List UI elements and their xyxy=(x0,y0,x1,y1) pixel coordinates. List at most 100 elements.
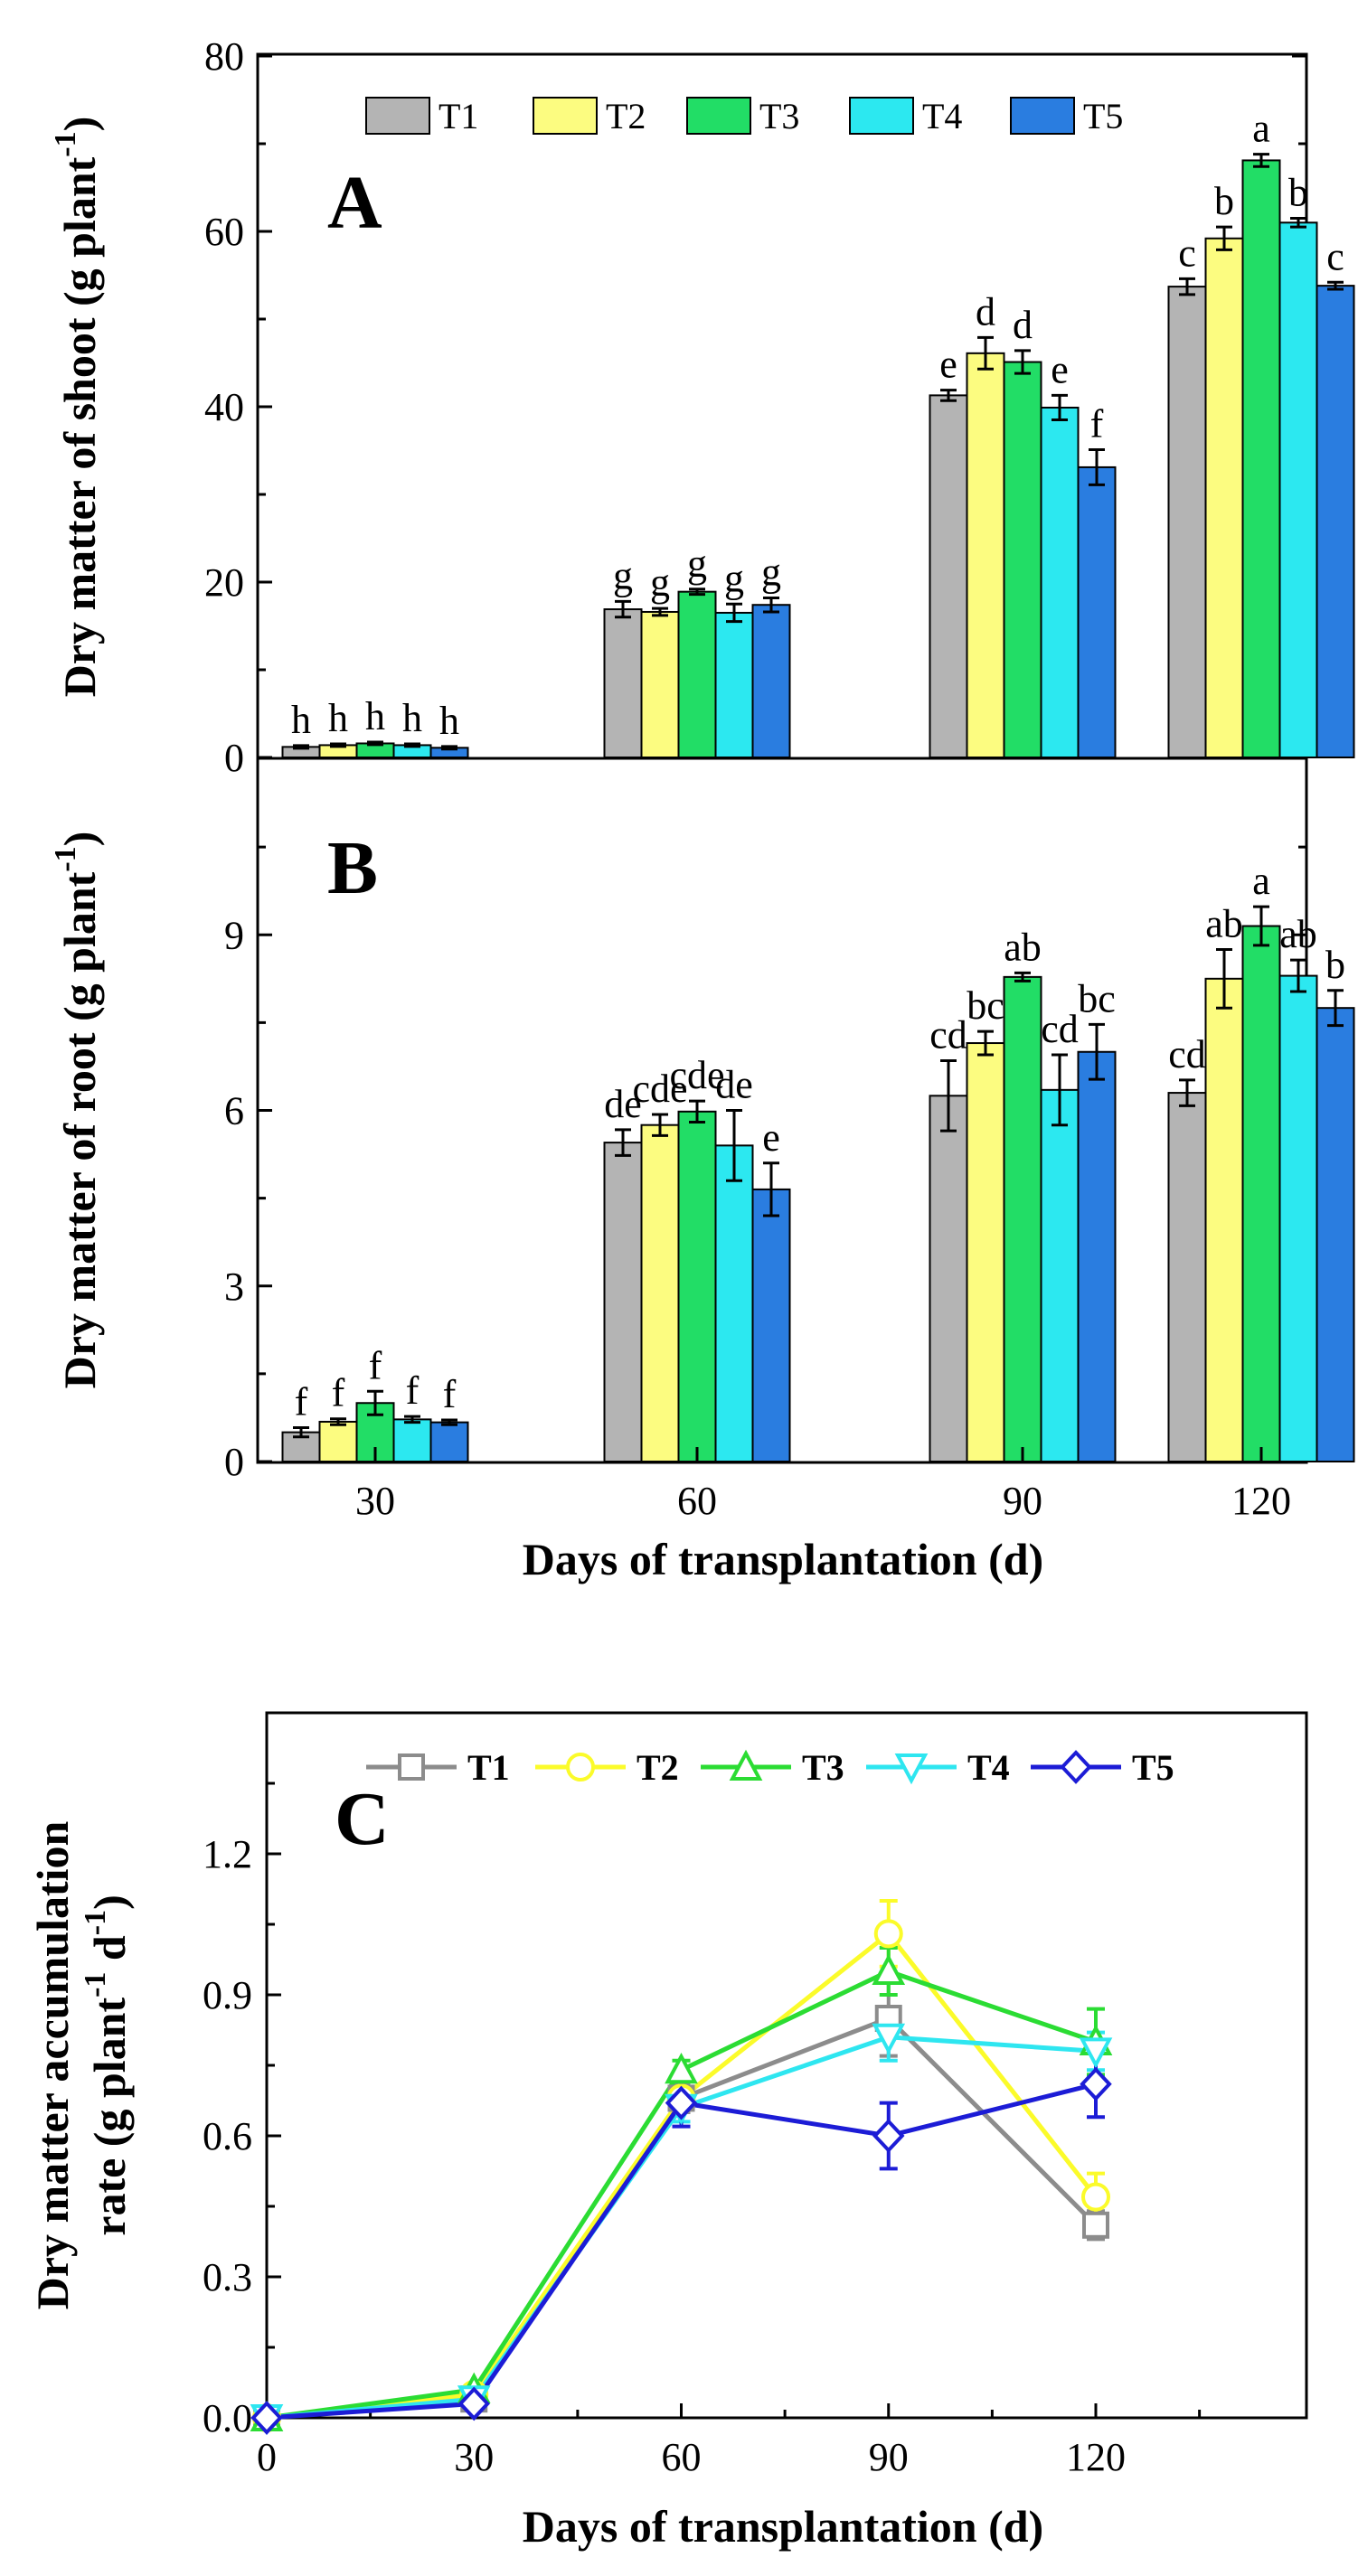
panel-b-bar-T4-30 xyxy=(392,1418,432,1463)
panel-b-bar-T3-90 xyxy=(1003,975,1042,1462)
panel-b-ytick-label: 0 xyxy=(224,1440,244,1484)
panel-a-bar-T2-90 xyxy=(966,352,1005,758)
legend-label-T1: T1 xyxy=(439,96,478,136)
panel-a-bar-T2-120 xyxy=(1204,237,1244,758)
panel-c-point-T5 xyxy=(457,2386,490,2421)
legend-label-c-T3: T3 xyxy=(802,1747,844,1788)
panel-b-ytick-label: 3 xyxy=(224,1264,244,1309)
panel-c-xtick-label: 120 xyxy=(1066,2435,1126,2479)
panel-c-frame xyxy=(265,1711,1308,2420)
panel-b-sig-letter: bc xyxy=(1078,976,1116,1020)
panel-a-ytick-label: 20 xyxy=(204,560,244,605)
panel-a-ytick-label: 80 xyxy=(204,34,244,79)
panel-a-sig-letter: c xyxy=(1326,234,1344,278)
panel-a-sig-letter: g xyxy=(687,541,707,586)
panel-a-sig-letter: c xyxy=(1178,230,1196,275)
legend-label-c-T4: T4 xyxy=(967,1747,1010,1788)
panel-b-bar-T4-90 xyxy=(1040,1088,1080,1463)
panel-b-bar-T5-120 xyxy=(1316,1007,1355,1462)
panel-c-point-T5 xyxy=(250,2401,283,2435)
panel-c-xtick-label: 60 xyxy=(662,2435,702,2479)
panel-b-sig-letter: f xyxy=(369,1343,382,1387)
legend-marker-T2 xyxy=(566,1753,595,1782)
panel-b-sig-letter: f xyxy=(295,1379,308,1424)
panel-c-chart: 0.0 0.3 0.6 0.9 1.2 0 30 60 90 120 T1 T2 T3 T4 T5 xyxy=(203,1747,1202,2479)
panel-b-sig-letter: bc xyxy=(967,983,1004,1028)
panel-b-sig-letter: f xyxy=(443,1372,457,1416)
panel-b-bar-T2-90 xyxy=(966,1042,1005,1462)
panel-b-bar-T1-90 xyxy=(929,1095,968,1462)
panel-b-bar-T1-120 xyxy=(1167,1092,1207,1462)
legend-swatch-T1 xyxy=(365,97,430,135)
panel-b-sig-letter: cde xyxy=(669,1053,724,1097)
panel-a-sig-letter: g xyxy=(613,553,633,597)
panel-a-sig-letter: b xyxy=(1214,179,1234,223)
panel-b-sig-letter: ab xyxy=(1004,925,1042,969)
legend-label-T4: T4 xyxy=(922,96,962,136)
panel-letter-b: B xyxy=(327,826,378,910)
panel-b-ytick-label: 6 xyxy=(224,1089,244,1133)
panel-b-sig-letter: de xyxy=(604,1082,642,1126)
panel-b-xtick-label: 120 xyxy=(1231,1479,1291,1523)
panel-c-point-T3 xyxy=(872,1953,906,1985)
panel-a-bar-T3-60 xyxy=(677,590,717,758)
panel-c-point-T5 xyxy=(1080,2066,1112,2101)
panel-c-point-T4 xyxy=(872,2023,906,2055)
panel-c-xlabel: Days of transplantation (d) xyxy=(523,2501,1043,2552)
panel-a-ytick-label: 40 xyxy=(204,385,244,429)
panel-b-bar-T4-120 xyxy=(1278,974,1318,1462)
panel-c-point-T5 xyxy=(872,2119,905,2153)
legend-marker-T5 xyxy=(1060,1750,1092,1784)
panel-letter-a: A xyxy=(327,161,382,245)
panel-letter-c: C xyxy=(335,1777,390,1861)
panel-c-ylabel-line1: Dry matter accumulation xyxy=(27,1820,78,2309)
legend-label-T3: T3 xyxy=(759,96,799,136)
panel-a-sig-letter: g xyxy=(761,550,781,594)
panel-a-sig-letter: e xyxy=(1051,347,1069,391)
panel-b-bar-T5-90 xyxy=(1077,1050,1117,1462)
legend-label-c-T2: T2 xyxy=(637,1747,679,1788)
panel-a-sig-letter: h xyxy=(291,698,311,742)
panel-b-xtick-label: 90 xyxy=(1003,1479,1042,1523)
panel-c-line-T2 xyxy=(266,1930,1098,2421)
panel-c-line-T5 xyxy=(266,2082,1097,2421)
panel-a-bar-T1-90 xyxy=(929,394,968,758)
panel-c-xtick-label: 0 xyxy=(257,2435,277,2479)
panel-c-xtick-label: 90 xyxy=(869,2435,909,2479)
panel-c-point-T2 xyxy=(1081,2182,1110,2212)
legend-marker-T1 xyxy=(398,1753,425,1781)
panel-c-point-T3 xyxy=(665,2052,698,2084)
panel-a-sig-letter: b xyxy=(1288,170,1308,214)
panel-c-ytick-label: 1.2 xyxy=(203,1832,252,1876)
panel-a-sig-letter: h xyxy=(328,696,348,740)
panel-c-ytick-label: 0.6 xyxy=(203,2114,252,2158)
panel-b-sig-letter: f xyxy=(332,1371,345,1415)
panel-a-bar-T2-60 xyxy=(640,610,680,758)
panel-a-ylabel: Dry matter of shoot (g plant-1) xyxy=(49,117,105,698)
panel-b-xlabel: Days of transplantation (d) xyxy=(523,1534,1043,1584)
panel-a-sig-letter: g xyxy=(650,560,670,605)
panel-c-point-T4 xyxy=(1079,2037,1113,2069)
legend-swatch-T5 xyxy=(1010,97,1075,135)
legend-marker-T3 xyxy=(729,1749,763,1781)
panel-b-sig-letter: ab xyxy=(1279,912,1317,956)
panel-a-sig-letter: e xyxy=(939,343,957,387)
panel-a-bar-T5-60 xyxy=(751,604,791,758)
panel-b-xtick-label: 30 xyxy=(355,1479,395,1523)
panel-b-ytick-label: 9 xyxy=(224,913,244,957)
legend-label-T2: T2 xyxy=(606,96,646,136)
panel-b-sig-letter: b xyxy=(1325,943,1345,987)
panel-a-sig-letter: d xyxy=(976,289,995,334)
legend-marker-T4 xyxy=(894,1753,929,1785)
panel-b-bar-T5-60 xyxy=(751,1188,791,1462)
panel-b-bar-T3-60 xyxy=(677,1110,717,1463)
legend-swatch-T3 xyxy=(686,97,751,135)
panel-a-bar-T3-90 xyxy=(1003,361,1042,758)
panel-c-ytick-label: 0.9 xyxy=(203,1973,252,2017)
legend-label-c-T1: T1 xyxy=(467,1747,510,1788)
panel-a-ytick-label: 60 xyxy=(204,210,244,254)
legend-label-T5: T5 xyxy=(1083,96,1123,136)
panel-b-sig-letter: cd xyxy=(929,1012,967,1057)
panel-a-sig-letter: f xyxy=(1090,402,1104,447)
